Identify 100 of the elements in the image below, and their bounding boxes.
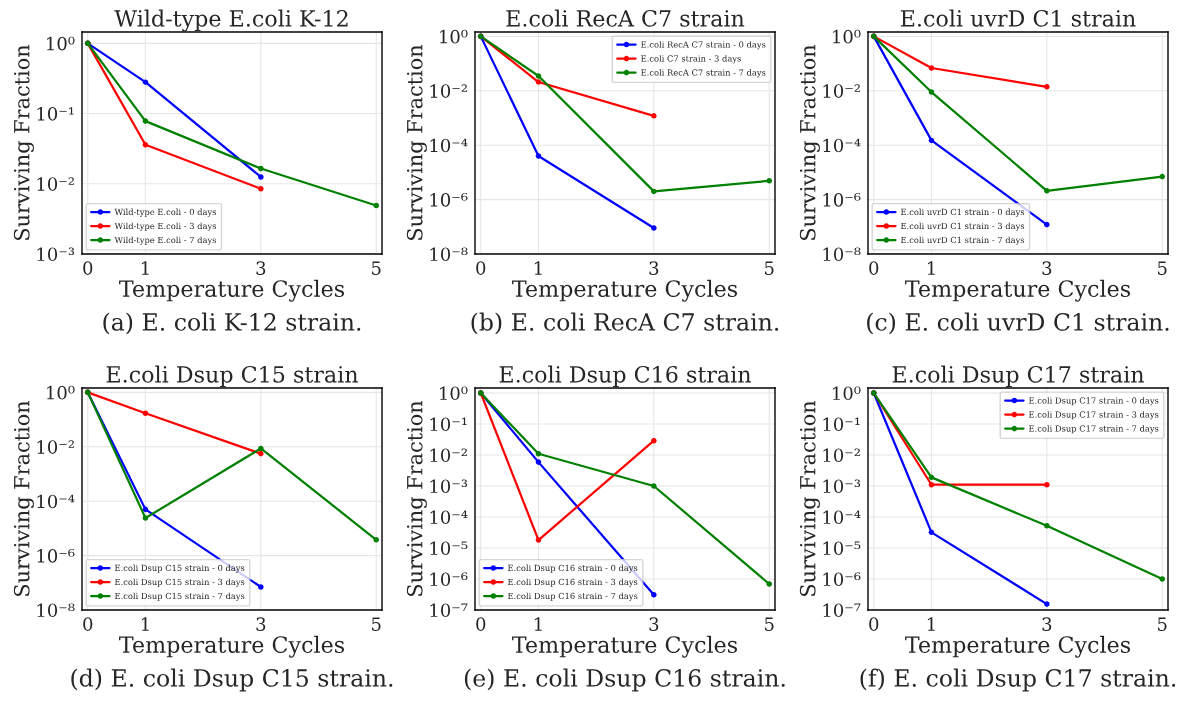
point xyxy=(1044,523,1050,529)
x-tick-label: 3 xyxy=(1042,261,1052,275)
y-tick-label: 10⁻⁸ xyxy=(823,247,861,262)
x-tick-label: 5 xyxy=(1158,617,1167,631)
x-tick-label: 3 xyxy=(649,617,659,631)
point xyxy=(928,474,935,481)
legend-label: E.coli uvrD C1 strain - 7 days xyxy=(900,236,1025,245)
chart-title: E.coli Dsup C16 strain xyxy=(499,365,751,388)
point xyxy=(142,118,149,124)
x-tick-label: 1 xyxy=(927,261,935,275)
x-tick-label: 1 xyxy=(534,617,542,631)
legend-label: E.coli uvrD C1 strain - 3 days xyxy=(900,222,1025,231)
y-tick-label: 10⁰ xyxy=(833,386,861,401)
point xyxy=(1044,84,1050,90)
y-tick-label: 10⁻⁵ xyxy=(823,541,861,556)
legend-label: E.coli C7 strain - 3 days xyxy=(641,55,741,64)
y-tick-label: 10⁻⁴ xyxy=(430,510,468,525)
x-tick-label: 1 xyxy=(141,261,149,275)
point xyxy=(651,591,657,598)
x-tick-label: 0 xyxy=(476,261,486,275)
legend-label: Wild-type E.coli - 7 days xyxy=(114,236,217,245)
y-tick-label: 10⁻⁷ xyxy=(430,603,468,618)
legend-label: E.coli Dsup C17 strain - 7 days xyxy=(1029,425,1159,434)
y-tick-label: 10⁻⁶ xyxy=(430,572,468,587)
text: (c) E. coli uvrD C1 strain. xyxy=(867,312,1169,335)
y-tick-label: 10⁰ xyxy=(833,29,861,44)
x-tick-label: 1 xyxy=(141,617,149,631)
point xyxy=(651,437,657,444)
y-tick-label: 10⁻⁷ xyxy=(823,603,861,618)
y-tick-label: 10⁻⁸ xyxy=(430,247,468,262)
point xyxy=(1159,173,1166,180)
point xyxy=(651,113,657,119)
point xyxy=(928,481,935,488)
y-tick-label: 10⁻² xyxy=(430,448,467,463)
x-tick-label: 0 xyxy=(83,261,93,275)
x-axis-title: Temperature Cycles xyxy=(905,279,1131,302)
point xyxy=(1044,221,1050,228)
x-axis-title: Temperature Cycles xyxy=(119,635,345,658)
y-tick-label: 10⁻² xyxy=(37,440,74,454)
x-tick-label: 5 xyxy=(765,617,774,631)
y-tick-label: 10⁰ xyxy=(47,36,75,51)
text: (e) E. coli Dsup C16 strain. xyxy=(464,668,785,692)
y-tick-label: 10⁰ xyxy=(47,385,75,400)
point xyxy=(142,410,149,417)
point xyxy=(928,89,935,95)
text: (f) E. coli Dsup C17 strain. xyxy=(860,668,1176,692)
y-tick-label: 10⁻⁴ xyxy=(823,510,861,525)
x-tick-label: 0 xyxy=(83,617,93,631)
point xyxy=(535,450,542,457)
legend-label: E.coli Dsup C17 strain - 0 days xyxy=(1029,397,1159,406)
y-tick-label: 10⁻² xyxy=(430,84,467,98)
y-axis-title: Surviving Fraction xyxy=(799,44,820,240)
x-axis-title: Temperature Cycles xyxy=(512,635,738,658)
point xyxy=(142,506,149,513)
y-axis-title: Surviving Fraction xyxy=(799,400,820,596)
point xyxy=(928,137,935,144)
y-tick-label: 10⁻⁵ xyxy=(430,541,468,556)
point xyxy=(142,79,149,85)
x-tick-label: 0 xyxy=(476,617,486,631)
point xyxy=(142,515,149,521)
point xyxy=(142,141,149,148)
legend-label: E.coli Dsup C17 strain - 3 days xyxy=(1029,411,1159,420)
legend-label: E.coli Dsup C16 strain - 0 days xyxy=(507,564,638,573)
y-tick-label: 10⁻² xyxy=(823,448,860,463)
point xyxy=(535,153,542,159)
point xyxy=(535,459,542,465)
chart-title: E.coli Dsup C17 strain xyxy=(892,365,1144,388)
y-tick-label: 10⁻⁶ xyxy=(823,193,861,207)
chart-title: E.coli uvrD C1 strain xyxy=(900,9,1136,27)
point xyxy=(258,584,264,590)
point xyxy=(535,73,542,79)
x-tick-label: 1 xyxy=(534,261,542,275)
legend-label: E.coli Dsup C16 strain - 3 days xyxy=(507,578,638,587)
point xyxy=(766,581,773,587)
y-tick-label: 10⁻³ xyxy=(823,479,861,494)
y-tick-label: 10⁻⁶ xyxy=(430,193,468,207)
legend-label: E.coli uvrD C1 strain - 0 days xyxy=(900,208,1025,217)
y-axis-title: Surviving Fraction xyxy=(406,400,427,596)
y-axis-title: Surviving Fraction xyxy=(13,400,34,596)
x-tick-label: 5 xyxy=(1158,261,1167,275)
point xyxy=(258,450,264,457)
text: (b) E. coli RecA C7 strain. xyxy=(471,312,779,335)
legend-label: E.coli Dsup C15 strain - 3 days xyxy=(114,578,245,587)
point xyxy=(766,178,773,184)
point xyxy=(373,537,380,543)
x-axis-title: Temperature Cycles xyxy=(119,279,345,302)
point xyxy=(258,165,264,172)
y-tick-label: 10⁻⁸ xyxy=(37,603,75,618)
chart-title: E.coli RecA C7 strain xyxy=(506,9,745,27)
x-tick-label: 3 xyxy=(1042,617,1052,631)
x-tick-label: 3 xyxy=(256,261,266,275)
y-tick-label: 10⁻² xyxy=(37,177,74,191)
chart-title: E.coli Dsup C15 strain xyxy=(106,365,358,388)
point xyxy=(373,202,380,209)
point xyxy=(535,537,542,543)
legend-label: E.coli Dsup C15 strain - 7 days xyxy=(114,592,245,601)
y-tick-label: 10⁻³ xyxy=(37,247,75,262)
legend-label: E.coli Dsup C16 strain - 7 days xyxy=(507,592,638,601)
chart-title: Wild-type E.coli K-12 xyxy=(114,9,348,32)
x-tick-label: 0 xyxy=(869,617,879,631)
